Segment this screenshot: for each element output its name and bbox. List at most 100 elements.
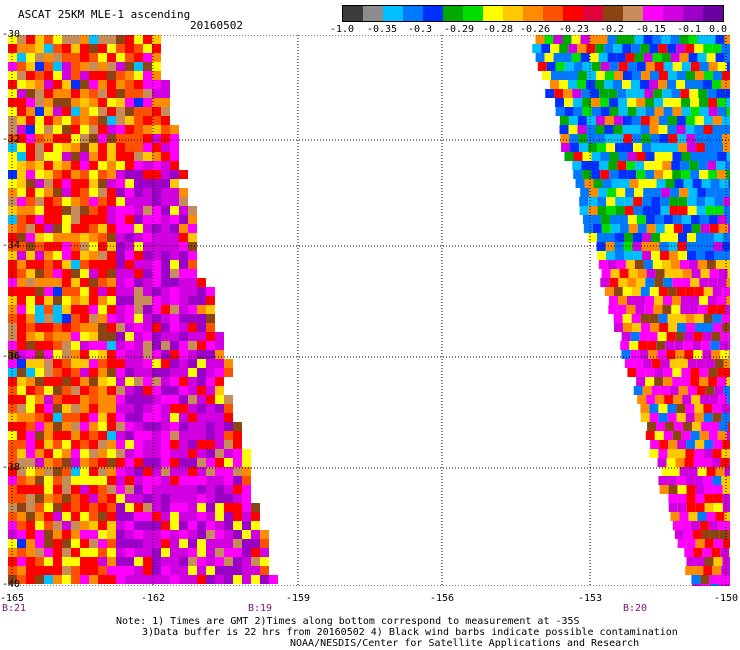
swath-cell: [53, 206, 62, 215]
swath-cell: [679, 35, 689, 44]
swath-cell: [161, 80, 170, 89]
swath-cell: [170, 458, 179, 467]
swath-cell: [683, 530, 693, 539]
swath-cell: [62, 242, 71, 251]
swath-cell: [26, 287, 35, 296]
swath-cell: [676, 116, 686, 125]
swath-cell: [44, 161, 53, 170]
swath-cell: [686, 485, 696, 494]
swath-cell: [17, 539, 26, 548]
swath-cell: [98, 62, 107, 71]
swath-cell: [17, 242, 26, 251]
swath-cell: [695, 494, 705, 503]
swath-cell: [152, 278, 161, 287]
swath-cell: [179, 566, 188, 575]
swath-cell: [568, 71, 578, 80]
swath-cell: [8, 89, 17, 98]
swath-cell: [35, 125, 44, 134]
swath-cell: [689, 89, 699, 98]
swath-cell: [125, 341, 134, 350]
swath-cell: [179, 278, 188, 287]
swath-cell: [686, 440, 696, 449]
swath-cell: [652, 260, 662, 269]
swath-cell: [645, 431, 655, 440]
swath-cell: [17, 341, 26, 350]
swath-cell: [44, 35, 53, 44]
swath-cell: [80, 539, 89, 548]
swath-cell: [125, 251, 134, 260]
swath-cell: [35, 80, 44, 89]
swath-cell: [17, 197, 26, 206]
swath-cell: [717, 98, 727, 107]
swath-cell: [89, 206, 98, 215]
swath-cell: [697, 260, 707, 269]
swath-cell: [188, 224, 197, 233]
swath-cell: [26, 521, 35, 530]
swath-cell: [722, 557, 730, 566]
swath-cell: [670, 467, 680, 476]
swath-cell: [107, 449, 116, 458]
swath-cell: [206, 422, 215, 431]
swath-cell: [80, 521, 89, 530]
swath-cell: [161, 557, 170, 566]
swath-cell: [44, 350, 53, 359]
swath-cell: [713, 323, 723, 332]
swath-cell: [618, 215, 628, 224]
swath-cell: [98, 314, 107, 323]
swath-cell: [711, 350, 721, 359]
swath-cell: [89, 431, 98, 440]
swath-cell: [143, 89, 152, 98]
swath-cell: [602, 179, 612, 188]
swath-cell: [125, 116, 134, 125]
swath-cell: [116, 539, 125, 548]
swath-cell: [152, 350, 161, 359]
swath-cell: [578, 134, 588, 143]
swath-cell: [71, 530, 80, 539]
swath-cell: [609, 215, 619, 224]
swath-cell: [170, 350, 179, 359]
swath-cell: [134, 341, 143, 350]
swath-cell: [627, 170, 637, 179]
swath-cell: [161, 377, 170, 386]
swath-cell: [44, 134, 53, 143]
swath-cell: [35, 386, 44, 395]
swath-cell: [107, 485, 116, 494]
swath-cell: [713, 539, 723, 548]
swath-cell: [98, 521, 107, 530]
swath-cell: [694, 476, 704, 485]
swath-cell: [116, 440, 125, 449]
swath-cell: [233, 440, 242, 449]
swath-cell: [71, 539, 80, 548]
swath-cell: [26, 503, 35, 512]
swath-cell: [143, 449, 152, 458]
swath-cell: [206, 503, 215, 512]
swath-cell: [62, 458, 71, 467]
swath-cell: [53, 341, 62, 350]
swath-cell: [188, 278, 197, 287]
swath-cell: [215, 332, 224, 341]
swath-cell: [26, 251, 35, 260]
swath-cell: [35, 413, 44, 422]
swath-cell: [44, 107, 53, 116]
swath-cell: [116, 449, 125, 458]
swath-cell: [53, 575, 62, 584]
swath-cell: [188, 404, 197, 413]
swath-cell: [80, 179, 89, 188]
swath-cell: [53, 485, 62, 494]
swath-cell: [8, 152, 17, 161]
swath-cell: [71, 89, 80, 98]
swath-cell: [26, 566, 35, 575]
swath-cell: [582, 215, 592, 224]
swath-west: [8, 35, 278, 584]
swath-cell: [623, 323, 633, 332]
swath-cell: [116, 215, 125, 224]
swath-cell: [663, 368, 673, 377]
swath-cell: [705, 233, 715, 242]
swath-cell: [62, 521, 71, 530]
swath-cell: [62, 350, 71, 359]
swath-cell: [179, 170, 188, 179]
swath-cell: [17, 305, 26, 314]
color-scale-tick: -0.1: [676, 24, 702, 35]
swath-cell: [710, 422, 720, 431]
swath-cell: [215, 566, 224, 575]
